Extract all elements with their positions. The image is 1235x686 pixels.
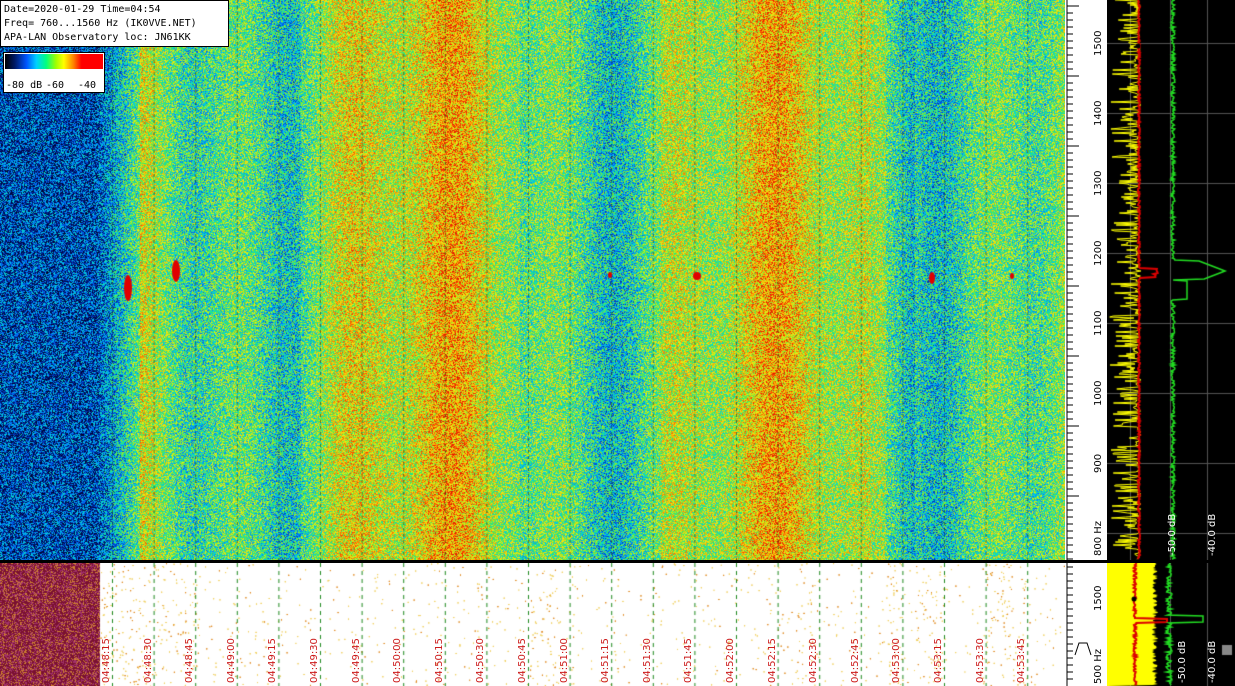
time-label: 04:51:00 xyxy=(558,638,570,683)
lower-frequency-axis-ticks xyxy=(1066,563,1092,686)
spectrogram-canvas xyxy=(0,0,1065,560)
spectrum-panel: -50.0 dB -40.0 dB xyxy=(1107,0,1235,560)
color-scale: -80 dB -60 -40 xyxy=(3,52,105,93)
freq-tick-1500: 1500 xyxy=(1093,30,1104,56)
main-spectrogram[interactable] xyxy=(0,0,1065,560)
time-label: 04:51:15 xyxy=(600,638,612,683)
freq-tick-900: 900 xyxy=(1093,453,1104,473)
info-box: Date=2020-01-29 Time=04:54 Freq= 760...1… xyxy=(0,0,229,47)
time-label: 04:48:30 xyxy=(142,638,154,683)
info-location: APA-LAN Observatory loc: JN61KK xyxy=(4,32,191,43)
time-label: 04:49:15 xyxy=(267,638,279,683)
lower-freq-tick-1500: 1500 xyxy=(1093,585,1104,611)
time-label: 04:50:00 xyxy=(392,638,404,683)
db-label-minus50: -50.0 dB xyxy=(1167,513,1178,556)
time-label: 04:53:30 xyxy=(974,638,986,683)
freq-tick-1300: 1300 xyxy=(1093,170,1104,196)
info-frequency: Freq= 760...1560 Hz (IK0VVE.NET) xyxy=(4,18,197,29)
time-label: 04:49:00 xyxy=(225,638,237,683)
lower-db-label-minus50: -50.0 dB xyxy=(1177,640,1188,683)
frequency-axis-ticks xyxy=(1066,0,1079,560)
time-label: 04:48:45 xyxy=(184,638,196,683)
time-label: 04:52:45 xyxy=(849,638,861,683)
time-label: 04:48:15 xyxy=(101,638,112,683)
time-label: 04:50:45 xyxy=(517,638,528,683)
color-gradient xyxy=(5,54,103,69)
time-label: 04:53:15 xyxy=(933,638,944,683)
time-label: 04:52:00 xyxy=(725,638,736,683)
freq-tick-1400: 1400 xyxy=(1093,100,1104,126)
time-label: 04:50:30 xyxy=(475,638,487,683)
freq-tick-1200: 1200 xyxy=(1093,240,1104,266)
time-label: 04:53:45 xyxy=(1016,638,1028,683)
time-label: 04:51:45 xyxy=(683,638,695,683)
time-label: 04:49:45 xyxy=(350,638,362,683)
time-label: 04:49:30 xyxy=(309,638,320,683)
color-scale-mid: -60 xyxy=(46,80,65,91)
color-scale-low: -80 dB xyxy=(6,80,43,91)
lower-spectrum-trace xyxy=(1107,563,1235,686)
time-label: 04:50:15 xyxy=(433,638,445,683)
freq-tick-800: 800 Hz xyxy=(1093,520,1104,556)
lower-spectrogram-canvas xyxy=(0,563,1065,686)
freq-tick-1100: 1100 xyxy=(1093,310,1104,336)
panel-divider xyxy=(0,560,1235,563)
info-date-time: Date=2020-01-29 Time=04:54 xyxy=(4,4,161,15)
lower-db-label-minus40: -40.0 dB xyxy=(1207,640,1218,683)
freq-tick-1000: 1000 xyxy=(1093,380,1104,406)
lower-freq-tick-500: 500 Hz xyxy=(1093,648,1104,684)
lower-spectrum-panel: -50.0 dB -40.0 dB xyxy=(1107,563,1235,686)
db-label-minus40: -40.0 dB xyxy=(1207,513,1218,556)
time-label: 04:52:15 xyxy=(766,638,778,683)
lower-spectrogram[interactable]: 04:48:15 04:48:30 04:48:45 04:49:00 04:49:15… xyxy=(0,563,1065,686)
lower-frequency-axis: 1500 500 Hz xyxy=(1065,563,1107,686)
spectrum-trace xyxy=(1107,0,1235,560)
time-label: 04:53:00 xyxy=(891,638,903,683)
time-label: 04:51:30 xyxy=(641,638,653,683)
time-label: 04:52:30 xyxy=(808,638,820,683)
frequency-axis: 1500 1400 1300 1200 1100 1000 900 800 Hz xyxy=(1065,0,1107,560)
color-scale-high: -40 xyxy=(78,80,97,91)
